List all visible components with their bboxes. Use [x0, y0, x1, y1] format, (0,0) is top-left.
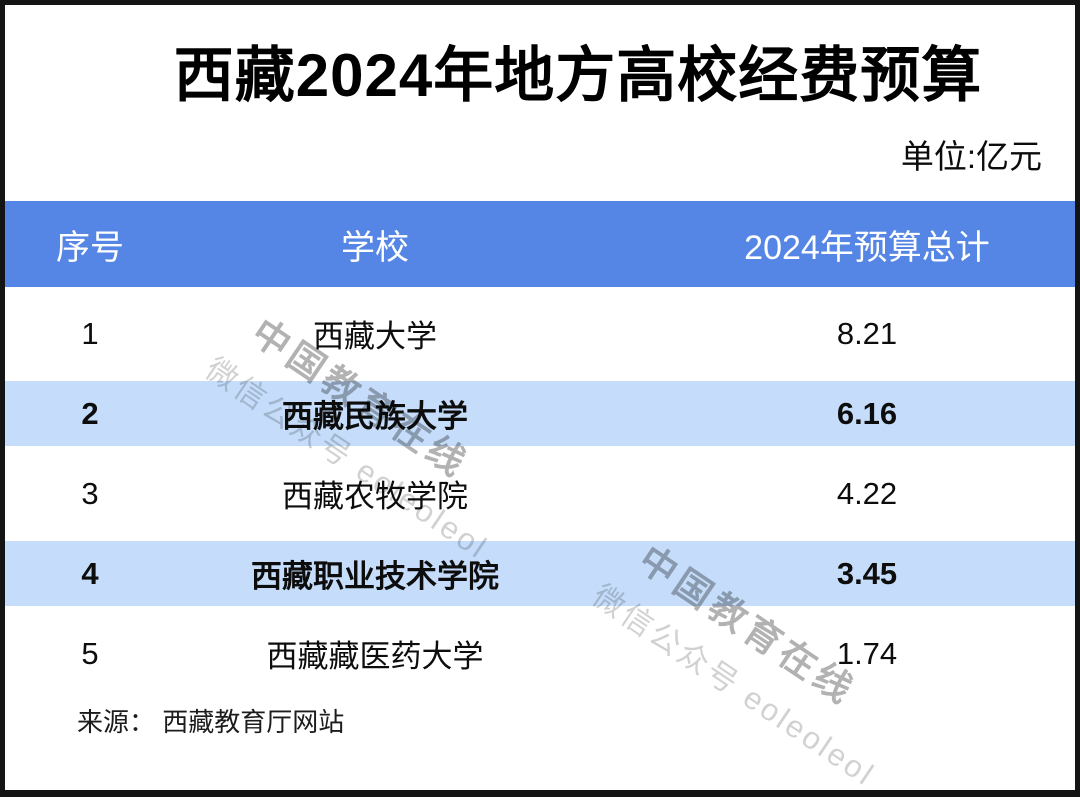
- row-index: 4: [81, 555, 99, 591]
- row-budget: 4.22: [836, 475, 898, 511]
- row-index: 5: [81, 635, 99, 671]
- row-school: 西藏职业技术学院: [251, 559, 499, 594]
- row-school: 西藏农牧学院: [282, 479, 468, 514]
- row-index: 2: [81, 395, 99, 431]
- column-header-budget: 2024年预算总计: [744, 228, 990, 267]
- table-row: 1 西藏大学 8.21: [5, 301, 1075, 366]
- unit-label: 单位:亿元: [900, 138, 1042, 175]
- row-budget: 3.45: [836, 555, 898, 591]
- table-row: 3 西藏农牧学院 4.22: [5, 461, 1075, 526]
- source-note: 来源： 西藏教育厅网站: [77, 707, 345, 737]
- table-row: 2 西藏民族大学 6.16: [5, 381, 1075, 446]
- column-header-index: 序号: [56, 228, 124, 267]
- row-budget: 6.16: [836, 395, 898, 431]
- row-school: 西藏藏医药大学: [266, 639, 484, 674]
- column-header-school: 学校: [341, 228, 409, 267]
- row-index: 3: [81, 475, 99, 511]
- table-row: 4 西藏职业技术学院 3.45: [5, 541, 1075, 606]
- table-row: 5 西藏藏医药大学 1.74: [5, 621, 1075, 686]
- row-school: 西藏大学: [313, 319, 437, 354]
- row-budget: 8.21: [836, 315, 898, 351]
- table-header-row: 序号 学校 2024年预算总计: [5, 201, 1075, 287]
- row-index: 1: [81, 315, 99, 351]
- row-school: 西藏民族大学: [282, 399, 468, 434]
- table-body: 1 西藏大学 8.21 2 西藏民族大学 6.16 3 西藏农牧学院 4.22 …: [5, 287, 1075, 686]
- page-title: 西藏2024年地方高校经费预算: [173, 42, 983, 109]
- row-budget: 1.74: [836, 635, 898, 671]
